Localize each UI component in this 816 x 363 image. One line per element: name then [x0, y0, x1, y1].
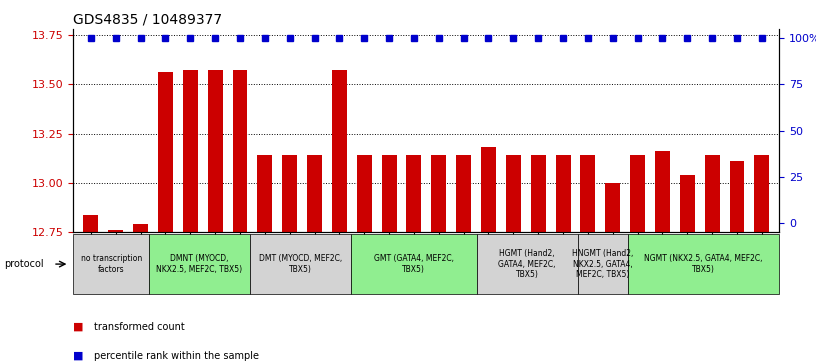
Bar [183, 70, 197, 232]
Bar [605, 183, 620, 232]
Text: DMT (MYOCD, MEF2C,
TBX5): DMT (MYOCD, MEF2C, TBX5) [259, 254, 342, 274]
Bar [580, 155, 596, 232]
Text: DMNT (MYOCD,
NKX2.5, MEF2C, TBX5): DMNT (MYOCD, NKX2.5, MEF2C, TBX5) [157, 254, 242, 274]
Bar [655, 151, 670, 232]
Bar [109, 231, 123, 232]
Bar [133, 224, 148, 232]
Text: HNGMT (Hand2,
NKX2.5, GATA4,
MEF2C, TBX5): HNGMT (Hand2, NKX2.5, GATA4, MEF2C, TBX5… [572, 249, 633, 279]
Bar [556, 155, 570, 232]
Bar [755, 155, 769, 232]
Bar [506, 155, 521, 232]
Text: transformed count: transformed count [94, 322, 184, 332]
Bar [282, 155, 297, 232]
Text: percentile rank within the sample: percentile rank within the sample [94, 351, 259, 361]
Bar [406, 155, 421, 232]
Bar [382, 155, 397, 232]
Bar [233, 70, 247, 232]
Text: GMT (GATA4, MEF2C,
TBX5): GMT (GATA4, MEF2C, TBX5) [374, 254, 454, 274]
Bar [357, 155, 371, 232]
Bar [680, 175, 694, 232]
Text: protocol: protocol [4, 259, 44, 269]
Text: HGMT (Hand2,
GATA4, MEF2C,
TBX5): HGMT (Hand2, GATA4, MEF2C, TBX5) [499, 249, 556, 279]
Text: no transcription
factors: no transcription factors [81, 254, 142, 274]
Bar [630, 155, 645, 232]
Bar [432, 155, 446, 232]
Text: NGMT (NKX2.5, GATA4, MEF2C,
TBX5): NGMT (NKX2.5, GATA4, MEF2C, TBX5) [645, 254, 763, 274]
Bar [730, 161, 744, 232]
Bar [705, 155, 720, 232]
Bar [481, 147, 496, 232]
Bar [456, 155, 471, 232]
Text: GDS4835 / 10489377: GDS4835 / 10489377 [73, 12, 223, 26]
Bar [83, 215, 98, 232]
Bar [332, 70, 347, 232]
Bar [257, 155, 273, 232]
Bar [207, 70, 223, 232]
Bar [530, 155, 546, 232]
Text: ■: ■ [73, 351, 84, 361]
Text: ■: ■ [73, 322, 84, 332]
Bar [307, 155, 322, 232]
Bar [158, 73, 173, 232]
